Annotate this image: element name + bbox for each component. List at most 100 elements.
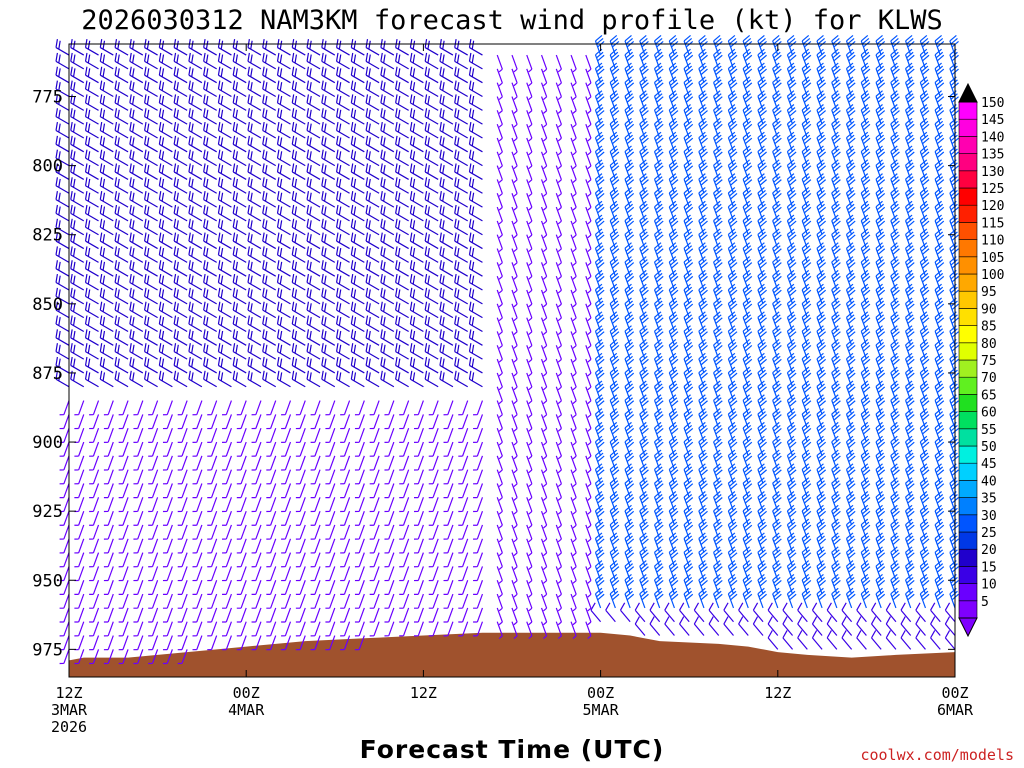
wind-barb [354,635,365,651]
wind-barb [173,94,188,111]
wind-barb [890,117,900,139]
wind-barb [934,159,945,180]
wind-barb [158,39,173,56]
wind-barb [742,242,753,263]
wind-barb [698,366,708,387]
wind-barb [84,356,99,374]
wind-barb [905,214,915,235]
wind-barb [158,246,173,263]
colorbar-label: 85 [981,320,997,335]
wind-barb [757,449,767,470]
wind-barb [177,566,188,582]
wind-barb [668,394,679,415]
wind-barb [934,311,945,332]
wind-barb [727,145,738,166]
wind-barb [59,455,70,471]
wind-barb [786,214,797,235]
wind-barb [639,283,649,305]
wind-barb [203,273,217,291]
wind-barb [409,80,424,98]
wind-barb [144,191,158,208]
wind-barb [203,370,217,388]
wind-barb [875,421,886,443]
wind-barb [875,131,886,153]
wind-barb [540,580,548,598]
wind-barb [831,173,841,194]
wind-barb [129,260,144,277]
wind-barb [934,587,945,609]
wind-barb [114,94,129,111]
wind-barb [443,455,454,471]
wind-barb [713,477,723,498]
wind-barb [103,538,114,554]
wind-barb [905,76,915,97]
wind-barb [74,455,85,471]
wind-barb [158,108,173,125]
wind-barb [59,497,70,513]
wind-barb [742,587,753,609]
wind-barb [266,441,277,457]
wind-barb [496,469,503,488]
wind-barb [247,66,262,84]
wind-barb [354,414,365,430]
wind-barb [698,518,708,539]
wind-barb [727,435,738,457]
wind-barb [919,491,930,512]
wind-barb [511,220,518,239]
x-tick-label: 12Z [410,684,437,702]
wind-barb [114,177,129,194]
wind-barb [757,463,767,484]
wind-barb [310,510,321,526]
wind-barb [668,573,679,595]
wind-barb [365,260,380,277]
wind-barb [148,428,159,443]
wind-barb [919,587,930,609]
wind-barb [335,80,350,98]
wind-barb [585,483,592,501]
wind-barb [424,177,439,194]
wind-barb [786,159,797,180]
wind-barb [380,343,395,360]
wind-barb [276,135,291,153]
wind-barb [114,149,129,167]
wind-barb [55,287,70,305]
wind-barb [59,414,70,430]
wind-barb [585,275,592,294]
wind-barb [570,441,577,460]
wind-barb [890,242,900,263]
wind-barb [173,246,188,263]
wind-barb [668,242,679,263]
wind-barb [786,173,797,194]
wind-barb [384,621,395,637]
wind-barb [276,121,291,139]
wind-barb [468,315,483,332]
wind-barb [919,228,930,249]
wind-barb [511,566,518,584]
wind-barb [395,163,409,180]
wind-barb [70,66,85,84]
wind-barb [668,449,679,470]
wind-barb [570,275,577,294]
wind-barb [526,469,533,488]
wind-barb [144,273,158,291]
wind-barb [232,273,247,291]
wind-barb [335,204,350,222]
wind-barb [114,80,129,98]
wind-barb [668,117,679,139]
wind-barb [860,297,871,318]
wind-barb [526,400,533,418]
wind-barb [148,607,159,623]
wind-barb [144,218,158,236]
wind-barb [114,39,129,56]
wind-barb [934,491,945,512]
wind-barb [295,580,306,595]
wind-barb [786,62,797,83]
wind-barb [413,483,424,499]
wind-barb [99,163,114,180]
wind-barb [919,117,930,139]
wind-barb [786,228,797,249]
wind-barb [162,469,173,485]
wind-barb [291,39,306,56]
wind-barb [845,504,856,526]
colorbar-label: 50 [981,440,997,455]
